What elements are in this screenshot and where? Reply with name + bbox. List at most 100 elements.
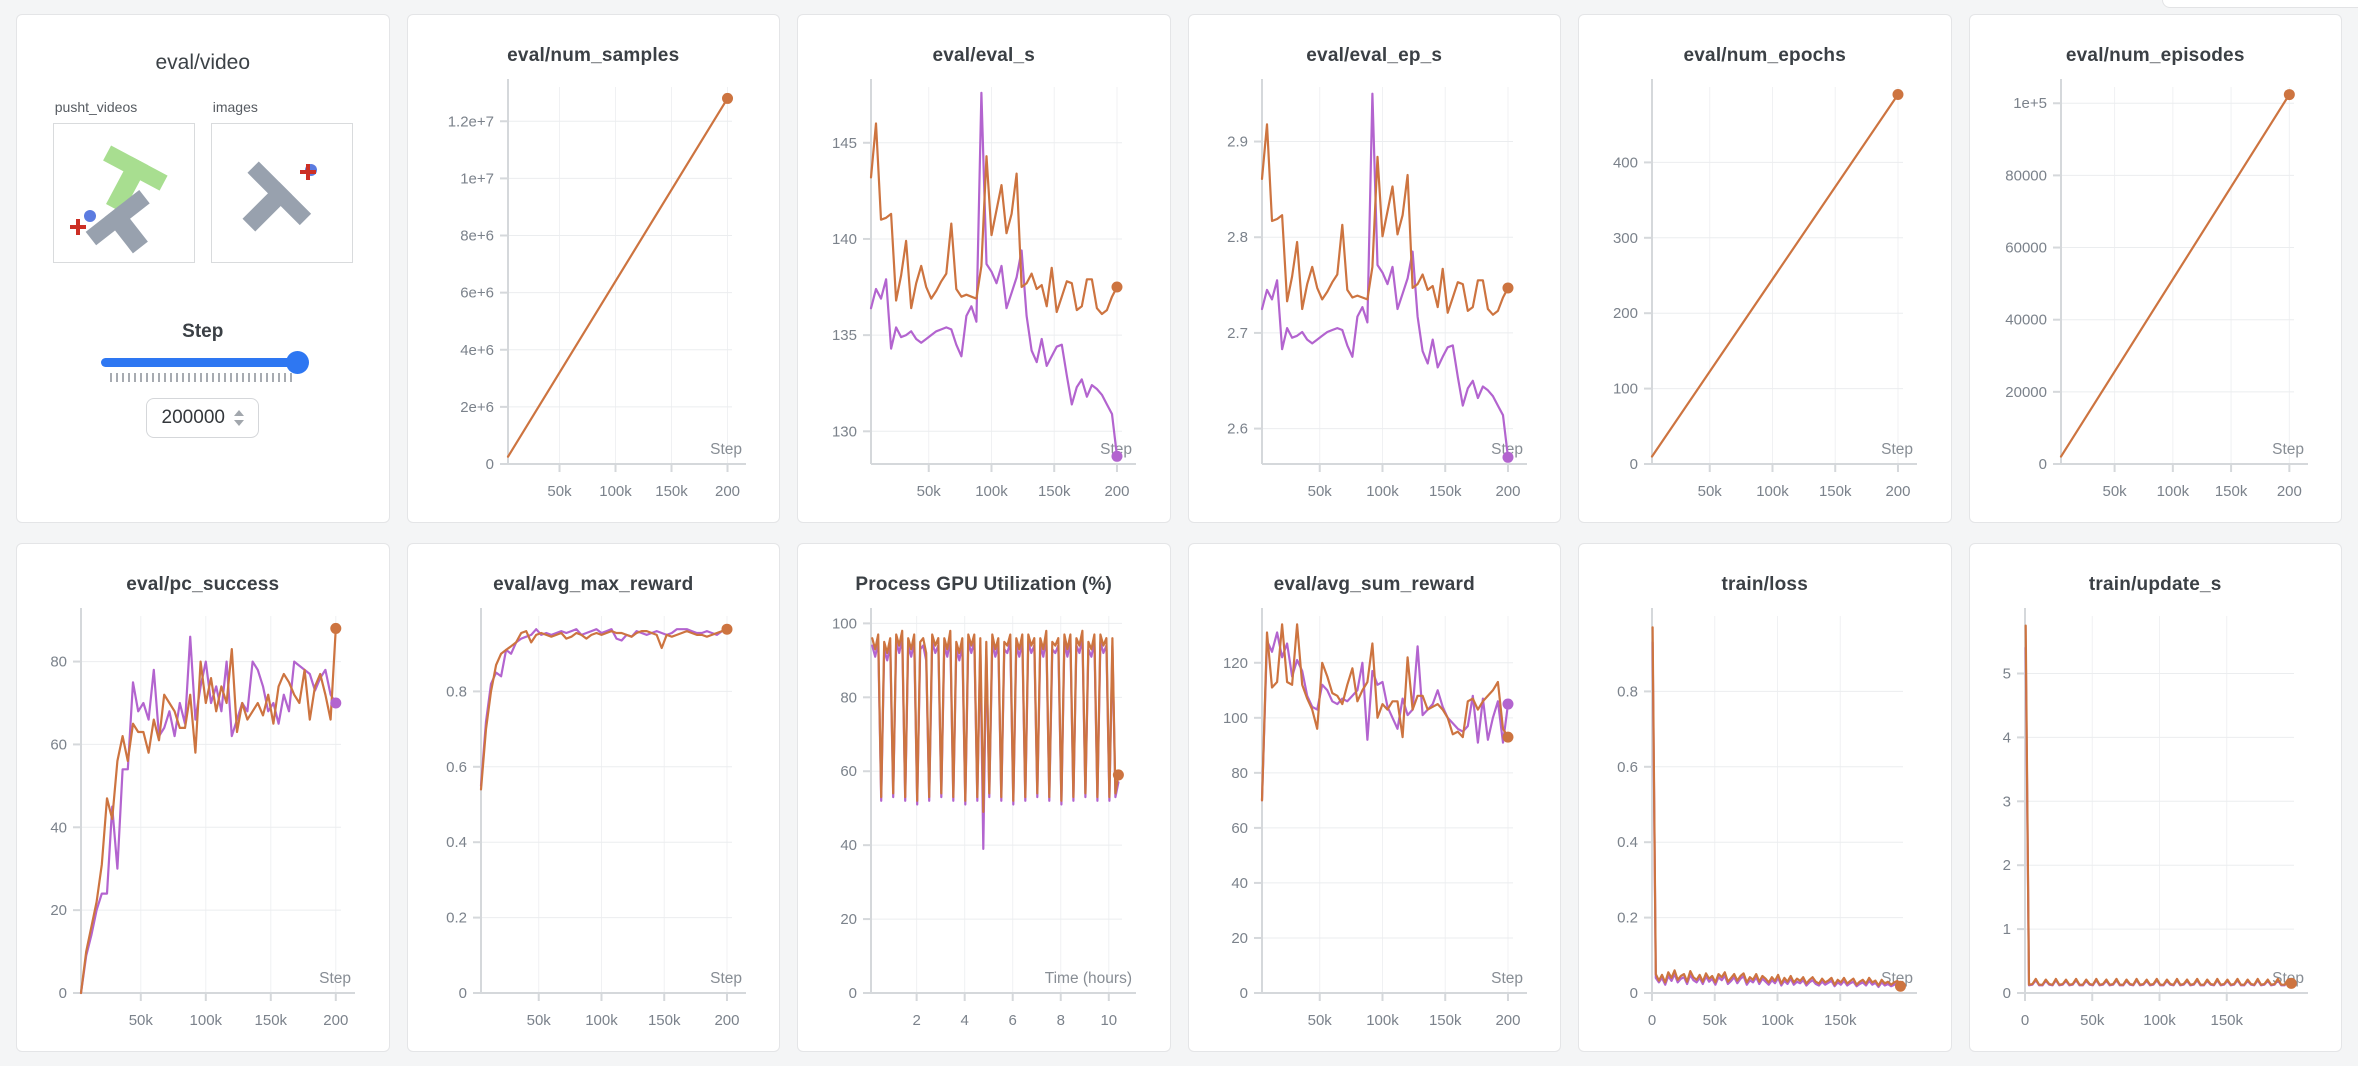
step-number-input[interactable]: 200000 — [146, 398, 260, 438]
svg-text:200: 200 — [1104, 483, 1129, 500]
svg-text:0: 0 — [2002, 985, 2010, 1002]
svg-text:300: 300 — [1613, 230, 1638, 247]
svg-text:0.8: 0.8 — [446, 683, 467, 700]
svg-text:0: 0 — [1648, 1012, 1656, 1029]
slider-handle[interactable] — [285, 351, 309, 374]
svg-text:6: 6 — [1009, 1012, 1017, 1029]
media-label: pusht_videos — [54, 99, 138, 115]
chart-canvas[interactable]: 0 0.2 0.4 0.6 0.8 50k 100k 150k 200 Step — [408, 600, 780, 1051]
svg-text:50k: 50k — [1307, 483, 1332, 500]
svg-text:10: 10 — [1100, 1012, 1117, 1029]
svg-text:100k: 100k — [585, 1012, 618, 1029]
chart-canvas[interactable]: 0 20000 40000 60000 80000 1e+5 50k 100k 150k 200 S… — [1970, 71, 2342, 522]
agent-dot — [83, 210, 96, 222]
svg-text:0: 0 — [2020, 1012, 2028, 1029]
svg-text:0: 0 — [485, 456, 493, 473]
svg-text:200: 200 — [1613, 305, 1638, 322]
chart-canvas[interactable]: 0 2e+6 4e+6 6e+6 8e+6 1e+7 1.2e+7 50k 100k 150k 20… — [408, 71, 780, 522]
svg-text:Time (hours): Time (hours) — [1045, 970, 1132, 987]
panel-eval-avg-max-reward: eval/avg_max_reward 0 0.2 0.4 0.6 0.8 50k 100k… — [406, 543, 780, 1052]
svg-text:0.8: 0.8 — [1617, 683, 1638, 700]
svg-text:200: 200 — [1495, 483, 1520, 500]
chart-canvas[interactable]: 0 100 200 300 400 50k 100k 150k 200 Step — [1579, 71, 1951, 522]
svg-text:Step: Step — [710, 970, 742, 987]
svg-text:100k: 100k — [2143, 1012, 2176, 1029]
svg-text:2.9: 2.9 — [1227, 134, 1248, 151]
panel-train-loss: train/loss 0 0.2 0.4 0.6 0.8 0 50k 100k 150k Step — [1578, 543, 1952, 1052]
chart-title: eval/num_epochs — [1683, 45, 1846, 66]
svg-text:40: 40 — [50, 819, 67, 836]
decrement-icon[interactable] — [233, 420, 244, 426]
pusht-video-thumbnail[interactable] — [52, 123, 195, 263]
chart-title: eval/eval_s — [932, 45, 1036, 66]
svg-text:1e+5: 1e+5 — [2013, 95, 2047, 112]
slider-track[interactable] — [100, 358, 305, 367]
svg-text:1.2e+7: 1.2e+7 — [447, 113, 493, 130]
number-stepper[interactable] — [233, 410, 244, 426]
svg-text:200: 200 — [1885, 483, 1910, 500]
increment-icon[interactable] — [233, 410, 244, 416]
svg-text:8: 8 — [1057, 1012, 1065, 1029]
svg-text:0: 0 — [1630, 985, 1638, 1002]
svg-text:60000: 60000 — [2005, 240, 2047, 257]
chart-canvas[interactable]: 0 20 40 60 80 100 120 50k 100k 150k 200 Step — [1189, 600, 1561, 1051]
chart-title: train/loss — [1721, 574, 1808, 595]
chart-title: eval/num_episodes — [2065, 45, 2245, 66]
chart-title: eval/avg_sum_reward — [1273, 574, 1475, 595]
svg-text:2e+6: 2e+6 — [460, 399, 494, 416]
panel-eval-num-episodes: eval/num_episodes 0 20000 40000 60000 80000 1… — [1968, 14, 2342, 523]
panel-eval-pc-success: eval/pc_success 0 20 40 60 80 50k 100k 150k 200 S… — [16, 543, 390, 1052]
svg-text:50k: 50k — [1703, 1012, 1728, 1029]
panel-train-update-s: train/update_s 0 1 2 3 4 5 0 50k 100k 150k Step — [1968, 543, 2342, 1052]
svg-text:80000: 80000 — [2005, 167, 2047, 184]
svg-text:200: 200 — [2276, 483, 2301, 500]
svg-text:100k: 100k — [599, 483, 632, 500]
svg-text:60: 60 — [1231, 820, 1248, 837]
svg-text:40: 40 — [1231, 875, 1248, 892]
svg-text:2.6: 2.6 — [1227, 421, 1248, 438]
svg-text:200: 200 — [1495, 1012, 1520, 1029]
chart-canvas[interactable]: 0 1 2 3 4 5 0 50k 100k 150k Step — [1970, 600, 2342, 1051]
panel-eval-video: eval/video pusht_videos — [16, 14, 390, 523]
media-label: images — [212, 99, 258, 115]
svg-text:60: 60 — [840, 763, 857, 780]
goal-cross — [69, 219, 86, 235]
media-row: pusht_videos — [17, 99, 389, 263]
svg-text:2.7: 2.7 — [1227, 325, 1248, 342]
panel-eval-avg-sum-reward: eval/avg_sum_reward 0 20 40 60 80 100 120 50k 10… — [1187, 543, 1561, 1052]
panel-eval-num-epochs: eval/num_epochs 0 100 200 300 400 50k 100k 150k… — [1578, 14, 1952, 523]
svg-text:150k: 150k — [2214, 483, 2247, 500]
svg-text:100k: 100k — [975, 483, 1008, 500]
svg-text:80: 80 — [50, 654, 67, 671]
svg-text:20: 20 — [1231, 930, 1248, 947]
step-slider-label: Step — [182, 321, 224, 342]
chart-canvas[interactable]: 0 20 40 60 80 100 2 4 6 8 10 Time (hours) — [798, 600, 1170, 1051]
svg-text:Step: Step — [1881, 441, 1913, 458]
svg-text:150k: 150k — [1428, 1012, 1461, 1029]
svg-text:1: 1 — [2002, 921, 2010, 938]
svg-text:200: 200 — [715, 483, 740, 500]
svg-text:150k: 150k — [655, 483, 688, 500]
chart-canvas[interactable]: 0 20 40 60 80 50k 100k 150k 200 Step — [17, 600, 389, 1051]
svg-text:150k: 150k — [1428, 483, 1461, 500]
step-value[interactable]: 200000 — [161, 407, 225, 428]
svg-text:3: 3 — [2002, 793, 2010, 810]
images-thumbnail[interactable] — [210, 123, 353, 263]
svg-text:Step: Step — [319, 970, 351, 987]
svg-text:100k: 100k — [1761, 1012, 1794, 1029]
chart-canvas[interactable]: 2.6 2.7 2.8 2.9 50k 100k 150k 200 Step — [1189, 71, 1561, 522]
svg-text:0.4: 0.4 — [446, 834, 467, 851]
media-item-pusht-videos: pusht_videos — [52, 99, 195, 263]
chart-canvas[interactable]: 130 135 140 145 50k 100k 150k 200 Step — [798, 71, 1170, 522]
chart-canvas[interactable]: 0 0.2 0.4 0.6 0.8 0 50k 100k 150k Step — [1579, 600, 1951, 1051]
svg-text:130: 130 — [832, 423, 857, 440]
slider-tick-ruler — [109, 373, 296, 382]
svg-text:150k: 150k — [255, 1012, 288, 1029]
svg-text:100k: 100k — [190, 1012, 223, 1029]
svg-text:50k: 50k — [2102, 483, 2127, 500]
svg-text:0: 0 — [1239, 985, 1247, 1002]
svg-text:2: 2 — [912, 1012, 920, 1029]
step-slider[interactable] — [100, 351, 309, 374]
panel-title: eval/video — [155, 51, 251, 74]
